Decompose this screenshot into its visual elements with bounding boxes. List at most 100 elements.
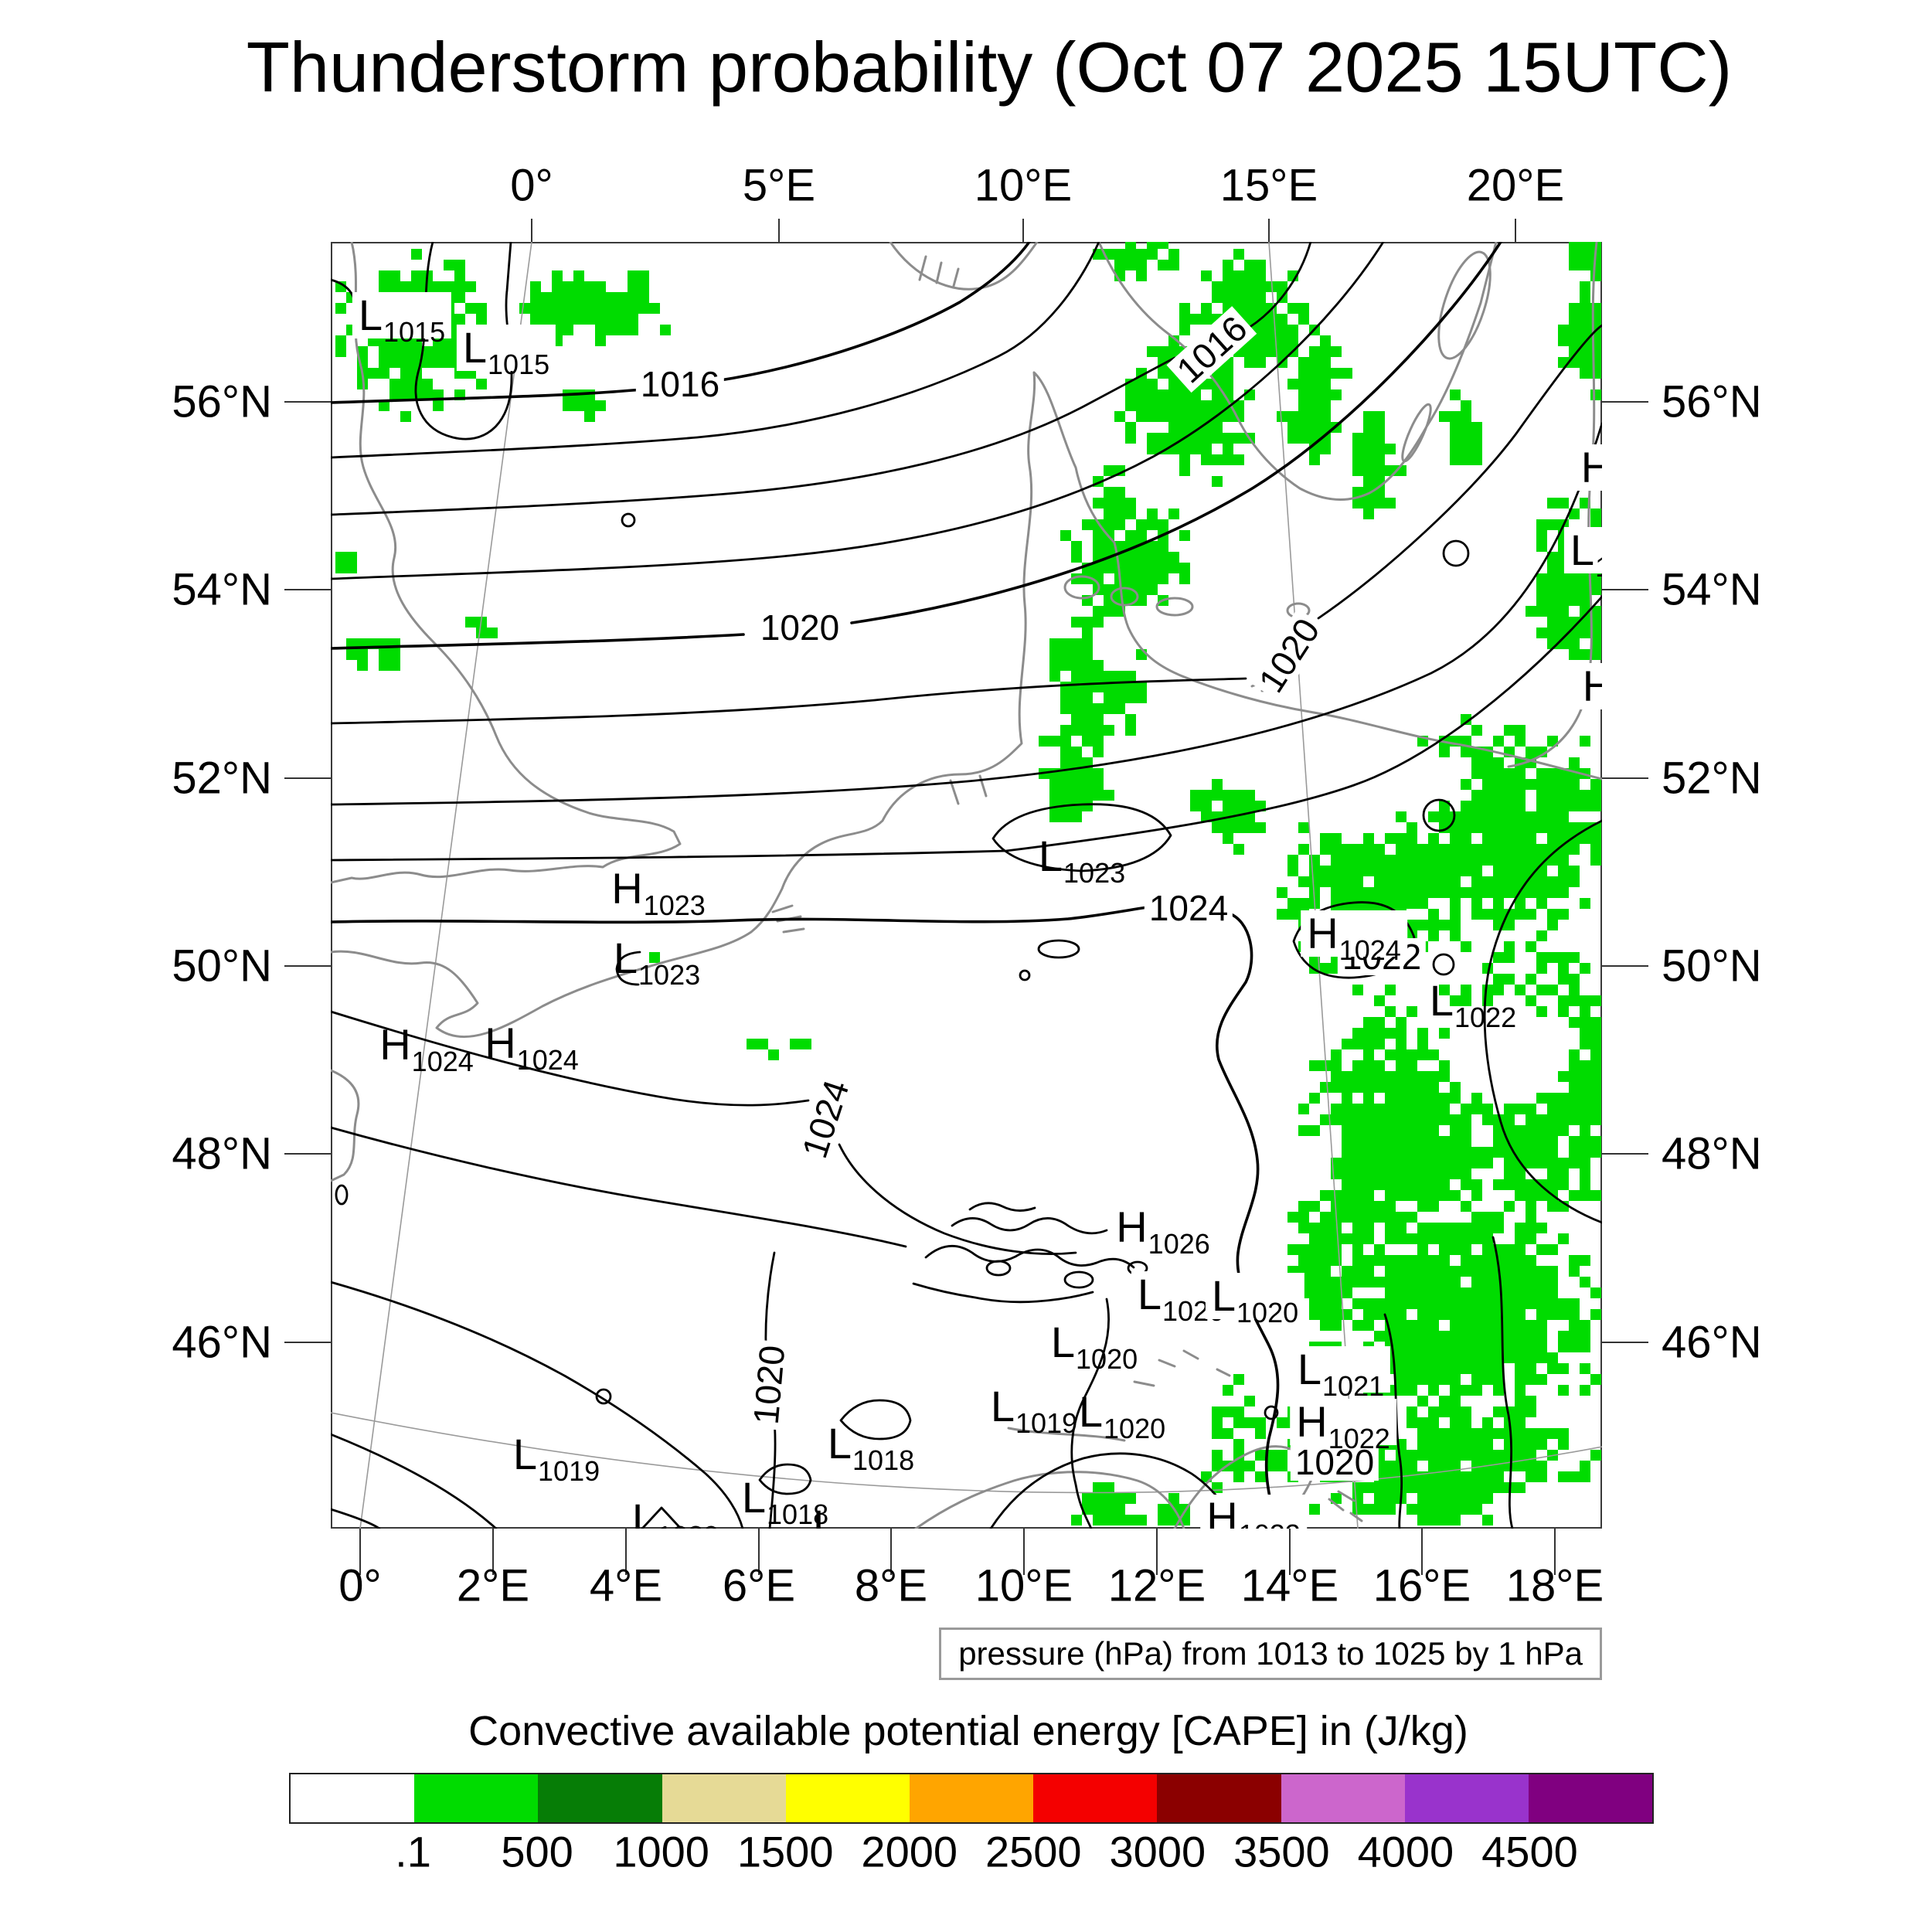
center-letter: L: [1050, 1318, 1076, 1366]
pressure-center-l1020: L1020: [1050, 1318, 1138, 1373]
center-letter: H: [611, 864, 643, 913]
colorbar-tick-label: 3500: [1233, 1827, 1330, 1876]
coast-norway: [889, 242, 1039, 291]
lon-tick-bottom: [890, 1529, 892, 1575]
isobar-1023-c: [615, 951, 641, 986]
lon-label-bottom: 18°E: [1505, 1560, 1604, 1611]
island-oland: [1401, 403, 1432, 463]
pressure-center-h1023: H1023: [1200, 1495, 1307, 1529]
center-value: 1026: [1148, 1228, 1210, 1260]
colorbar-tick-label: .1: [395, 1827, 431, 1876]
parallel-45n: [331, 1412, 1602, 1494]
meridian-15e: [1268, 242, 1359, 1529]
alps-wiggle: [968, 1202, 1036, 1212]
lon-label-bottom: 14°E: [1240, 1560, 1339, 1611]
colorbar-segment-10: [1528, 1774, 1653, 1822]
contour-value-label: 1020: [1290, 1444, 1379, 1481]
pressure-center-l1015: L1015: [456, 325, 556, 379]
center-value: 1023: [643, 889, 706, 921]
coast-sweden: [1097, 242, 1498, 502]
center-value: 1: [1595, 551, 1602, 583]
lat-label-right: 48°N: [1662, 1128, 1762, 1179]
lon-tick-top: [1515, 219, 1516, 242]
center-letter: L: [1429, 976, 1454, 1025]
colorbar-segment-8: [1281, 1774, 1405, 1822]
lat-label-left: 54°N: [172, 564, 272, 615]
pressure-center-l1020: L1020: [1205, 1271, 1305, 1327]
lon-label-bottom: 2°E: [456, 1560, 530, 1611]
lat-tick-right: [1602, 777, 1648, 779]
center-value: 1020: [657, 1520, 719, 1529]
colorbar-segment-0: [291, 1774, 415, 1822]
colorbar-tick-label: 2000: [861, 1827, 958, 1876]
pressure-center-l1018: L1018: [741, 1473, 828, 1529]
isobar: [331, 242, 1385, 580]
lat-label-left: 48°N: [172, 1128, 272, 1179]
isobar: [641, 1506, 682, 1529]
center-value: 1023: [1063, 857, 1126, 889]
pressure-center-h1024: H1024: [485, 1019, 579, 1074]
isobar-east-2: [1492, 1236, 1514, 1529]
river-po: [1007, 1427, 1126, 1442]
center-letter: L: [741, 1473, 767, 1522]
colorbar-tick-label: 4000: [1357, 1827, 1454, 1876]
coast-britain: [331, 242, 682, 884]
center-value: 1020: [1236, 1297, 1299, 1328]
center-letter: L: [358, 291, 383, 339]
pressure-center-l1015: L1015: [352, 291, 452, 346]
center-letter: H: [1580, 443, 1602, 492]
center-value: 1020: [1104, 1413, 1166, 1444]
pressure-center-l1: L1: [1563, 526, 1602, 581]
center-letter: H: [1582, 662, 1602, 710]
pressure-caption-text: pressure (hPa) from 1013 to 1025 by 1 hP…: [958, 1635, 1583, 1672]
tiny-contour: [335, 1184, 349, 1206]
pressure-center-l1019: L1019: [991, 1385, 1077, 1437]
lon-tick-bottom: [1554, 1529, 1556, 1575]
lat-label-left: 52°N: [172, 753, 272, 804]
island-zealand: [1063, 575, 1100, 600]
center-value: 1024: [1338, 934, 1401, 966]
small-low: [1442, 539, 1470, 567]
croatian-islands: [1328, 1490, 1363, 1522]
isobar: [331, 422, 1602, 806]
legend-title: Convective available potential energy [C…: [468, 1708, 1468, 1754]
isobar-1024: [331, 905, 1280, 1529]
isobar-east-3: [1483, 819, 1602, 1224]
center-value: 1023: [1239, 1519, 1301, 1529]
colorbar-segment-3: [662, 1774, 786, 1822]
center-value: 1022: [1454, 1002, 1517, 1033]
center-letter: H: [1206, 1493, 1238, 1529]
center-value: 1022: [1328, 1423, 1390, 1454]
lon-label-bottom: 8°E: [854, 1560, 928, 1611]
lon-tick-bottom: [1289, 1529, 1291, 1575]
center-value: 1024: [516, 1044, 579, 1076]
center-value: 1018: [767, 1498, 829, 1529]
center-letter: L: [1570, 526, 1595, 574]
tiny-contour: [1019, 969, 1031, 981]
pressure-center-l1020: L1020: [632, 1498, 719, 1529]
center-letter: L: [1211, 1271, 1236, 1320]
center-letter: L: [1078, 1387, 1104, 1436]
alps-wiggle: [951, 1217, 1108, 1235]
colorbar-segment-2: [538, 1774, 662, 1822]
lon-tick-top: [1268, 219, 1270, 242]
pressure-center-l1023: L1023: [614, 937, 700, 989]
lat-tick-left: [284, 1153, 331, 1155]
isobar-east-1: [1383, 1313, 1403, 1529]
center-letter: H: [485, 1019, 516, 1067]
center-letter: L: [1038, 832, 1063, 880]
isobar-italy: [1070, 1298, 1111, 1529]
cape-shading: [335, 242, 1601, 1526]
colorbar-tick-label: 2500: [985, 1827, 1082, 1876]
alps-wiggle: [912, 1282, 1094, 1304]
tiny-contour: [595, 1388, 612, 1405]
lon-label-bottom: 12°E: [1107, 1560, 1206, 1611]
contour-value-label: 1016: [635, 366, 725, 403]
center-value: 1018: [838, 1526, 900, 1529]
pressure-center-h1026: H1026: [1110, 1204, 1216, 1258]
lon-label-bottom: 10°E: [975, 1560, 1073, 1611]
pressure-center-l1020: L1020: [1078, 1387, 1165, 1443]
colorbar-tick-label: 3000: [1109, 1827, 1206, 1876]
coast-biscay: [331, 1069, 360, 1182]
